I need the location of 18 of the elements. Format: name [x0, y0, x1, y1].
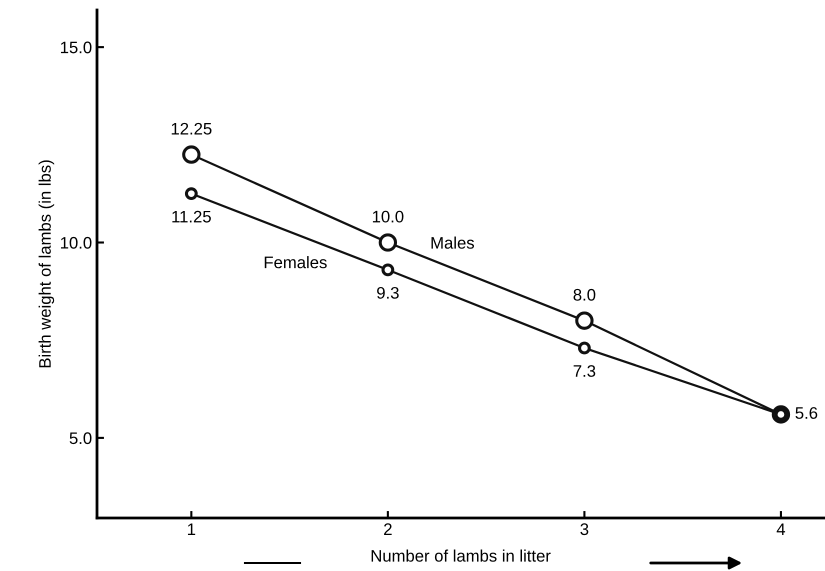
x-tick-label: 1	[188, 523, 196, 535]
data-label: 7.3	[574, 365, 596, 377]
x-tick-label: 2	[384, 523, 392, 535]
series-label: Males	[432, 236, 474, 249]
y-tick-label: 15.0	[60, 42, 92, 54]
x-tick-label: 3	[580, 523, 588, 536]
data-label: 12.25	[172, 122, 212, 135]
data-label: 9.3	[377, 286, 399, 299]
data-label: 5.6	[795, 407, 818, 419]
y-tick-label: 5.0	[70, 432, 92, 444]
data-label: 10.0	[372, 210, 404, 223]
data-label: 8.0	[574, 288, 596, 301]
x-axis-title: Number of lambs in litter	[372, 550, 551, 562]
series-label: Females	[264, 256, 327, 268]
x-tick-label: 4	[776, 523, 786, 535]
y-tick-label: 10.0	[60, 236, 92, 249]
y-axis-title: Birth weight of lambs (in lbs)	[38, 160, 54, 368]
data-label: 11.25	[172, 210, 211, 223]
